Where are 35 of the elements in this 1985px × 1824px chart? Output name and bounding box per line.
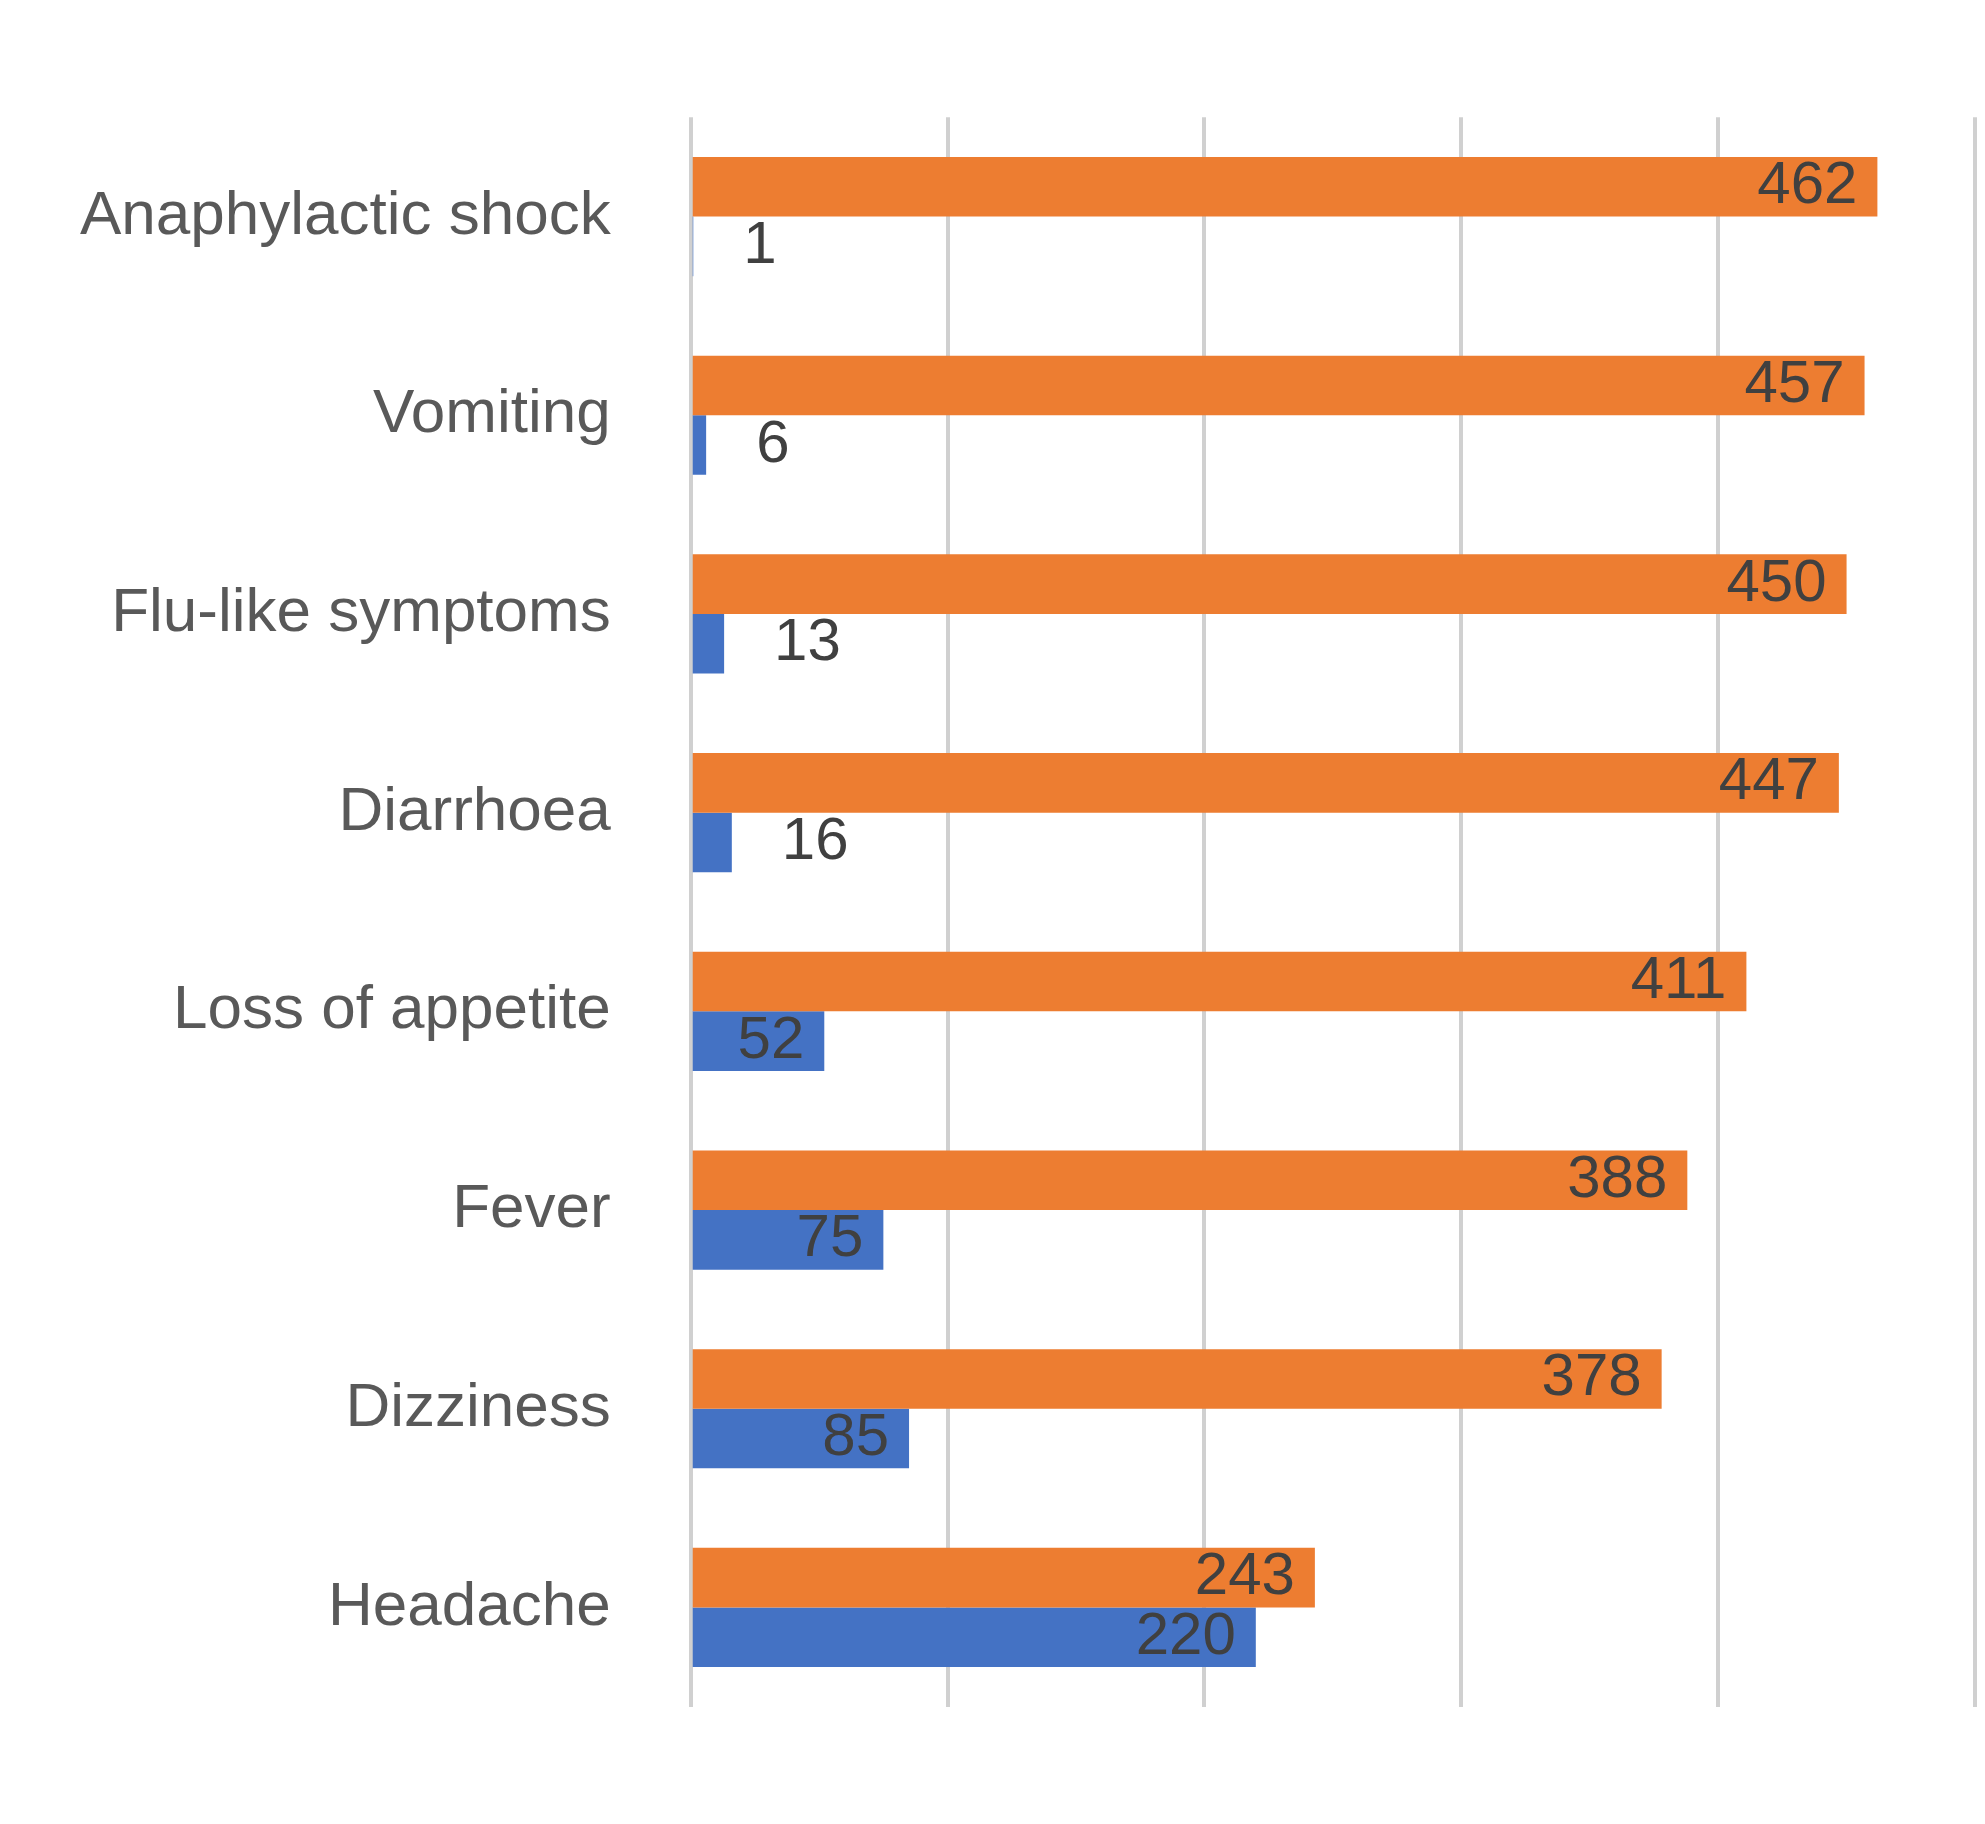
y-tick-label: Dizziness [345,1369,611,1439]
y-tick-label: Flu-like symptoms [111,575,611,645]
bar [692,1210,884,1270]
y-tick-label: Fever [452,1171,611,1241]
data-label: 75 [796,1202,864,1270]
data-label: 378 [1541,1341,1642,1409]
data-label: 411 [1630,944,1727,1012]
bar [692,1349,1662,1409]
bar [692,1547,1315,1608]
y-tick-label: Headache [328,1568,611,1638]
data-label: 457 [1744,347,1845,415]
bar [692,1607,1256,1668]
y-tick-label: Diarrhoea [338,773,612,843]
bar [692,753,1839,813]
y-tick-label: Anaphylactic shock [79,177,612,247]
bar [692,415,707,475]
data-label: 462 [1757,149,1858,217]
data-label: 13 [774,606,841,674]
data-label: 6 [756,407,790,475]
data-label: 85 [822,1401,890,1469]
data-label: 450 [1726,546,1827,614]
data-label: 16 [781,805,849,872]
data-label: 52 [737,1003,805,1071]
data-label: 388 [1567,1142,1668,1210]
bar [692,156,1878,217]
bar [692,355,1865,416]
bar [692,554,1847,614]
bar [692,1150,1688,1211]
y-tick-label: Vomiting [372,376,611,446]
bar [692,613,725,674]
data-label: 1 [743,208,777,276]
bar [692,812,732,873]
data-label: 447 [1718,745,1819,813]
bar [692,951,1747,1012]
y-tick-label: Loss of appetite [172,972,611,1042]
